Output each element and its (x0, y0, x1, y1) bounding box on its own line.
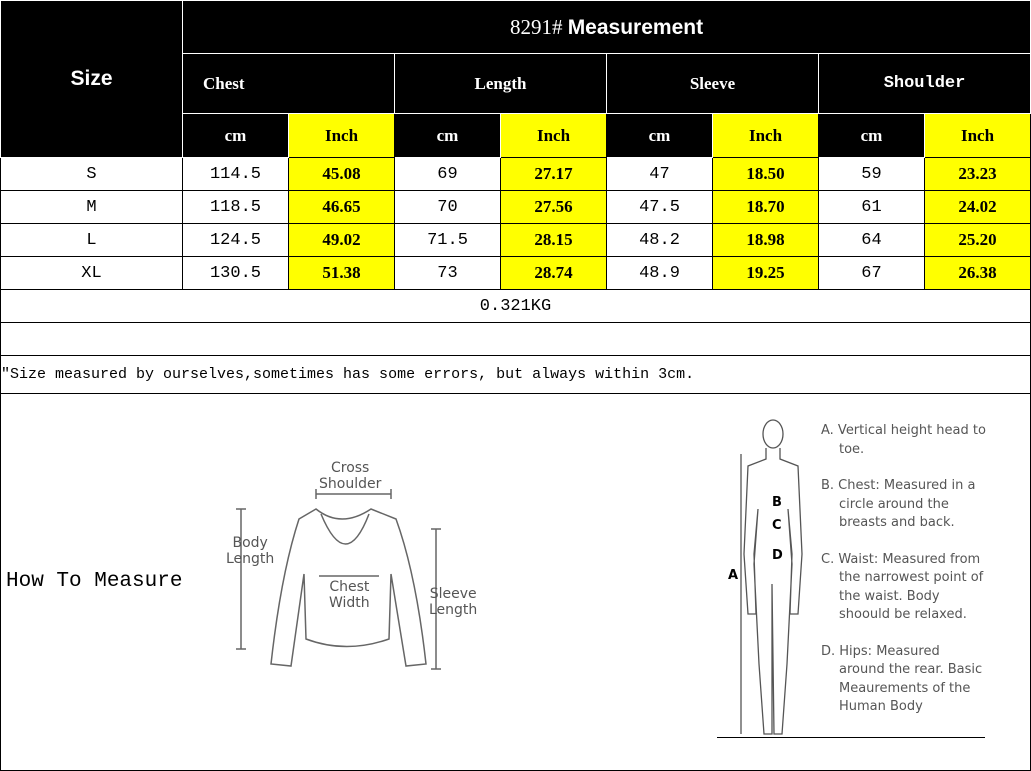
cm-cell: 118.5 (182, 190, 289, 224)
letter-a: A (728, 568, 738, 583)
legend-a: A. Vertical height head to toe. (821, 423, 986, 457)
group-shoulder: Shoulder (817, 53, 1031, 114)
legend-b: B. Chest: Measured in a circle around th… (821, 478, 976, 530)
size-header: Size (0, 0, 183, 158)
cm-cell: 71.5 (394, 223, 501, 257)
inch-cell: 28.15 (500, 223, 607, 257)
unit-inch: Inch (288, 113, 395, 158)
size-cell: S (0, 157, 183, 191)
cm-cell: 48.9 (606, 256, 713, 290)
cm-cell: 47.5 (606, 190, 713, 224)
group-chest: Chest (182, 53, 395, 114)
cm-cell: 73 (394, 256, 501, 290)
inch-cell: 49.02 (288, 223, 395, 257)
letter-d: D (772, 548, 783, 563)
group-sleeve: Sleeve (606, 53, 819, 114)
empty-row (0, 322, 1031, 356)
inch-cell: 27.17 (500, 157, 607, 191)
cm-cell: 47 (606, 157, 713, 191)
how-to-measure-section: How To Measure Cross Shoulder Body Lengt… (0, 393, 1031, 771)
inch-cell: 24.02 (923, 190, 1031, 224)
inch-cell: 25.20 (923, 223, 1031, 257)
table-row: L 124.5 49.02 71.5 28.15 48.2 18.98 64 25.20 (0, 223, 1031, 257)
table-row: XL 130.5 51.38 73 28.74 48.9 19.25 67 26.38 (0, 256, 1031, 290)
weight-row: 0.321KG (0, 289, 1031, 323)
inch-cell: 28.74 (500, 256, 607, 290)
body-length-label: Body Length (226, 535, 275, 567)
sleeve-length-label: Sleeve Length (429, 586, 478, 618)
group-length: Length (394, 53, 607, 114)
cm-cell: 130.5 (182, 256, 289, 290)
unit-cm: cm (606, 113, 713, 158)
inch-cell: 18.70 (712, 190, 819, 224)
unit-inch: Inch (923, 113, 1031, 158)
cross-shoulder-label: Cross Shoulder (319, 460, 382, 492)
body-diagram: A B C D (728, 419, 803, 735)
cm-cell: 67 (818, 256, 925, 290)
cm-cell: 64 (818, 223, 925, 257)
inch-cell: 18.98 (712, 223, 819, 257)
unit-inch: Inch (500, 113, 607, 158)
inch-cell: 46.65 (288, 190, 395, 224)
legend-d: D. Hips: Measured around the rear. Basic… (821, 643, 983, 715)
inch-cell: 26.38 (923, 256, 1031, 290)
size-table: Size 8291# Measurement Chest Length Slee… (0, 0, 1031, 394)
body-legend: A. Vertical height head to toe. B. Chest… (821, 422, 986, 735)
inch-cell: 19.25 (712, 256, 819, 290)
chest-width-label: Chest Width (329, 579, 370, 611)
inch-cell: 51.38 (288, 256, 395, 290)
cm-cell: 124.5 (182, 223, 289, 257)
sweater-diagram (236, 489, 441, 670)
note-row: "Size measured by ourselves,sometimes ha… (0, 355, 1031, 394)
table-row: S 114.5 45.08 69 27.17 47 18.50 59 23.23 (0, 157, 1031, 191)
size-cell: L (0, 223, 183, 257)
size-cell: M (0, 190, 183, 224)
cm-cell: 61 (818, 190, 925, 224)
how-to-measure-label: How To Measure (6, 570, 183, 593)
cm-cell: 69 (394, 157, 501, 191)
cm-cell: 70 (394, 190, 501, 224)
legend-underline (717, 737, 985, 738)
table-title: 8291# Measurement (181, 0, 1031, 54)
letter-b: B (772, 495, 782, 510)
unit-inch: Inch (712, 113, 819, 158)
inch-cell: 27.56 (500, 190, 607, 224)
table-row: M 118.5 46.65 70 27.56 47.5 18.70 61 24.02 (0, 190, 1031, 224)
cm-cell: 114.5 (182, 157, 289, 191)
legend-c: C. Waist: Measured from the narrowest po… (821, 551, 984, 623)
unit-cm: cm (394, 113, 501, 158)
unit-cm: cm (182, 113, 289, 158)
inch-cell: 18.50 (712, 157, 819, 191)
letter-c: C (772, 518, 782, 533)
cm-cell: 48.2 (606, 223, 713, 257)
unit-cm: cm (818, 113, 925, 158)
inch-cell: 23.23 (923, 157, 1031, 191)
inch-cell: 45.08 (288, 157, 395, 191)
size-cell: XL (0, 256, 183, 290)
cm-cell: 59 (818, 157, 925, 191)
